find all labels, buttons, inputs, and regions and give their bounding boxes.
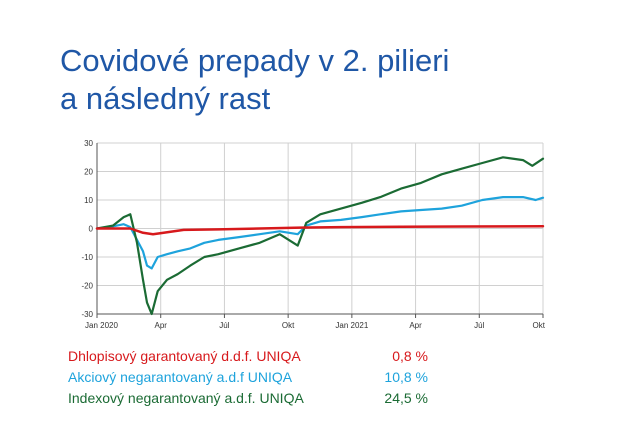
- legend-value: 10,8 %: [384, 369, 428, 385]
- legend-value: 24,5 %: [384, 390, 428, 406]
- y-tick-label: -20: [81, 282, 93, 291]
- y-tick-label: 10: [84, 196, 93, 205]
- legend-item-index: Indexový negarantovaný a.d.f. UNIQA 24,5…: [68, 388, 428, 409]
- legend-label: Akciový negarantovaný a.d.f UNIQA: [68, 369, 293, 385]
- chart-series: [95, 156, 545, 316]
- x-tick-label: Apr: [154, 321, 167, 330]
- legend-label: Indexový negarantovaný a.d.f. UNIQA: [68, 390, 304, 406]
- x-tick-label: Júl: [474, 321, 484, 330]
- y-tick-label: 20: [84, 168, 93, 177]
- legend-value: 0,8 %: [392, 348, 428, 364]
- y-tick-label: -10: [81, 253, 93, 262]
- series-line-0: [95, 224, 545, 236]
- x-tick-label: Jan 2021: [335, 321, 368, 330]
- chart-title-line-1: Covidové prepady v 2. pilieri: [60, 43, 450, 78]
- x-tick-label: Júl: [219, 321, 229, 330]
- chart-title: Covidové prepady v 2. pilieri a následný…: [60, 42, 580, 118]
- legend-item-equity: Akciový negarantovaný a.d.f UNIQA 10,8 %: [68, 367, 428, 388]
- x-tick-label: Apr: [409, 321, 422, 330]
- legend-item-bond: Dhlopisový garantovaný d.d.f. UNIQA 0,8 …: [68, 346, 428, 367]
- chart-title-line-2: a následný rast: [60, 81, 271, 116]
- x-tick-label: Okt: [282, 321, 295, 330]
- series-line-2: [95, 156, 545, 316]
- y-tick-label: 30: [84, 139, 93, 148]
- legend: Dhlopisový garantovaný d.d.f. UNIQA 0,8 …: [68, 346, 428, 409]
- legend-label: Dhlopisový garantovaný d.d.f. UNIQA: [68, 348, 301, 364]
- y-tick-label: -30: [81, 310, 93, 319]
- y-tick-label: 0: [89, 225, 94, 234]
- series-line-1: [95, 196, 545, 270]
- x-tick-label: Okt: [533, 321, 546, 330]
- x-tick-label: Jan 2020: [85, 321, 118, 330]
- chart-axes: 30 20 10 0 -10 -20 -30 Jan 2020 Apr Júl Okt Jan 202…: [81, 139, 545, 330]
